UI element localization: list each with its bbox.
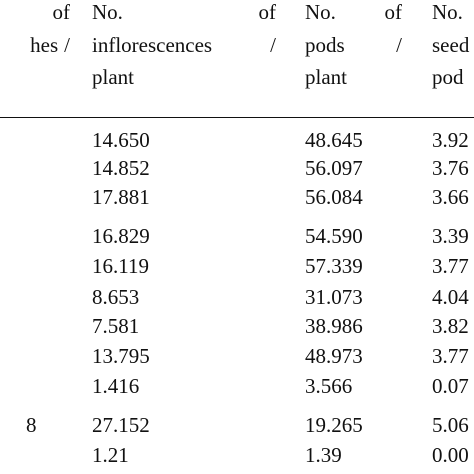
table-cell: 16.829 bbox=[92, 224, 150, 248]
header-rule bbox=[0, 117, 474, 118]
header-word: / bbox=[396, 33, 402, 57]
header-word: plant bbox=[92, 65, 134, 89]
header-line: of bbox=[0, 0, 71, 24]
header-word: plant bbox=[305, 65, 347, 89]
header-line: plant bbox=[92, 65, 276, 89]
table-cell: 3.92 bbox=[432, 128, 469, 152]
header-line: hes / bbox=[0, 33, 70, 57]
table-cell: 16.119 bbox=[92, 254, 149, 278]
header-word: pods bbox=[305, 33, 345, 57]
table-cell: 0.07 bbox=[432, 374, 469, 398]
table-cell: 0.00 bbox=[432, 443, 469, 467]
header-line: pods / bbox=[305, 33, 402, 57]
table-cell: 14.852 bbox=[92, 156, 150, 180]
header-line: plant bbox=[305, 65, 402, 89]
header-word: pod bbox=[432, 65, 464, 89]
table-cell: 48.645 bbox=[305, 128, 363, 152]
table-cell: 4.04 bbox=[432, 285, 469, 309]
table-cell: 1.416 bbox=[92, 374, 140, 398]
table-cell: 1.21 bbox=[92, 443, 129, 467]
table-cell: 13.795 bbox=[92, 344, 150, 368]
table-cell: 8.653 bbox=[92, 285, 140, 309]
header-word: / bbox=[270, 33, 276, 57]
header-line: No. bbox=[432, 0, 474, 24]
header-line: inflorescences / bbox=[92, 33, 276, 57]
table-cell: 38.986 bbox=[305, 314, 363, 338]
header-line: No. of bbox=[305, 0, 402, 24]
header-word: / bbox=[64, 33, 70, 57]
table-cell: 27.152 bbox=[92, 413, 150, 437]
table-cell: 48.973 bbox=[305, 344, 363, 368]
header-word: of bbox=[52, 0, 71, 24]
table-cell: 56.097 bbox=[305, 156, 363, 180]
header-word: inflorescences bbox=[92, 33, 213, 57]
table-cell: 17.881 bbox=[92, 185, 150, 209]
header-word: No. bbox=[305, 0, 336, 24]
table-cell: 7.581 bbox=[92, 314, 140, 338]
table-cell: 14.650 bbox=[92, 128, 150, 152]
table-cell: 3.77 bbox=[432, 254, 469, 278]
table-cell: 3.39 bbox=[432, 224, 469, 248]
header-word: seed bbox=[432, 33, 470, 57]
table-cell: 19.265 bbox=[305, 413, 363, 437]
table-cell: 57.339 bbox=[305, 254, 363, 278]
header-word: hes bbox=[30, 33, 59, 57]
header-word: of bbox=[384, 0, 403, 24]
header-word: No. bbox=[92, 0, 123, 24]
table-cell: 54.590 bbox=[305, 224, 363, 248]
table-cell: 3.77 bbox=[432, 344, 469, 368]
table-cell: 3.66 bbox=[432, 185, 469, 209]
table-cell: 3.82 bbox=[432, 314, 469, 338]
table-cell: 3.76 bbox=[432, 156, 469, 180]
table-cell: 5.06 bbox=[432, 413, 469, 437]
table-cell: 3.566 bbox=[305, 374, 353, 398]
header-word: of bbox=[258, 0, 277, 24]
table-cell: 56.084 bbox=[305, 185, 363, 209]
header-line: No. of bbox=[92, 0, 276, 24]
header-word: No. bbox=[432, 0, 463, 24]
header-line: pod bbox=[432, 65, 474, 89]
table-cell: 8 bbox=[26, 413, 37, 437]
table-cell: 1.39 bbox=[305, 443, 342, 467]
header-line: seed bbox=[432, 33, 474, 57]
table-cell: 31.073 bbox=[305, 285, 363, 309]
